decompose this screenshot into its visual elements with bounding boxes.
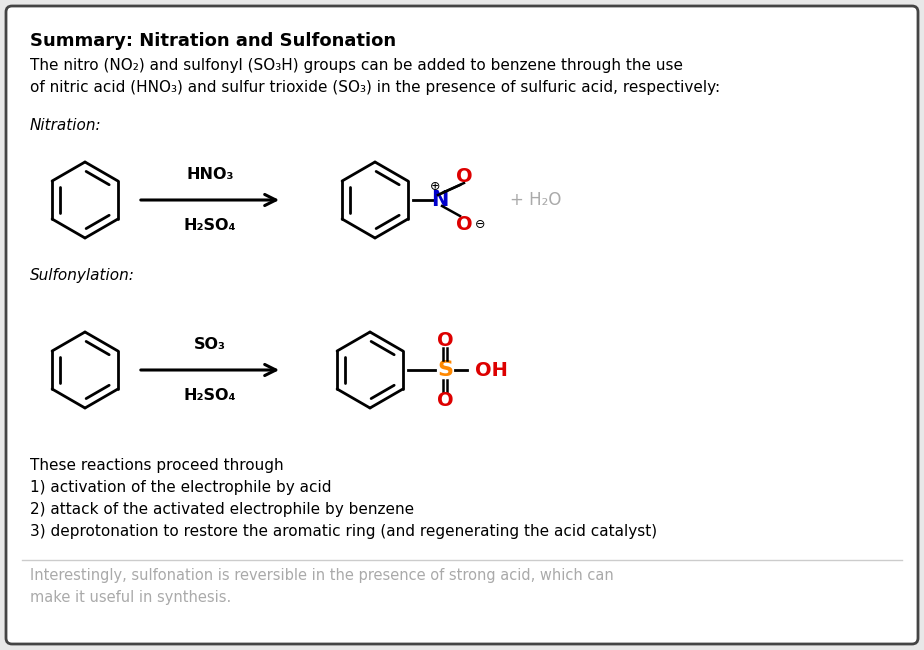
- Text: 2) attack of the activated electrophile by benzene: 2) attack of the activated electrophile …: [30, 502, 414, 517]
- Text: H₂SO₄: H₂SO₄: [184, 388, 237, 403]
- Text: S: S: [437, 360, 453, 380]
- Text: O: O: [456, 214, 472, 233]
- Text: 3) deprotonation to restore the aromatic ring (and regenerating the acid catalys: 3) deprotonation to restore the aromatic…: [30, 524, 657, 539]
- FancyBboxPatch shape: [6, 6, 918, 644]
- Text: 1) activation of the electrophile by acid: 1) activation of the electrophile by aci…: [30, 480, 332, 495]
- Text: Sulfonylation:: Sulfonylation:: [30, 268, 135, 283]
- Text: Nitration:: Nitration:: [30, 118, 102, 133]
- Text: O: O: [437, 391, 454, 410]
- Text: OH: OH: [475, 361, 508, 380]
- Text: N: N: [432, 190, 449, 210]
- Text: HNO₃: HNO₃: [187, 167, 234, 182]
- Text: The nitro (NO₂) and sulfonyl (SO₃H) groups can be added to benzene through the u: The nitro (NO₂) and sulfonyl (SO₃H) grou…: [30, 58, 720, 95]
- Text: O: O: [437, 330, 454, 350]
- Text: Interestingly, sulfonation is reversible in the presence of strong acid, which c: Interestingly, sulfonation is reversible…: [30, 568, 614, 604]
- Text: ⊖: ⊖: [475, 218, 485, 231]
- Text: ⊕: ⊕: [430, 179, 440, 192]
- Text: These reactions proceed through: These reactions proceed through: [30, 458, 284, 473]
- Text: + H₂O: + H₂O: [510, 191, 562, 209]
- Text: SO₃: SO₃: [194, 337, 226, 352]
- Text: H₂SO₄: H₂SO₄: [184, 218, 237, 233]
- Text: O: O: [456, 166, 472, 185]
- Text: Summary: Nitration and Sulfonation: Summary: Nitration and Sulfonation: [30, 32, 396, 50]
